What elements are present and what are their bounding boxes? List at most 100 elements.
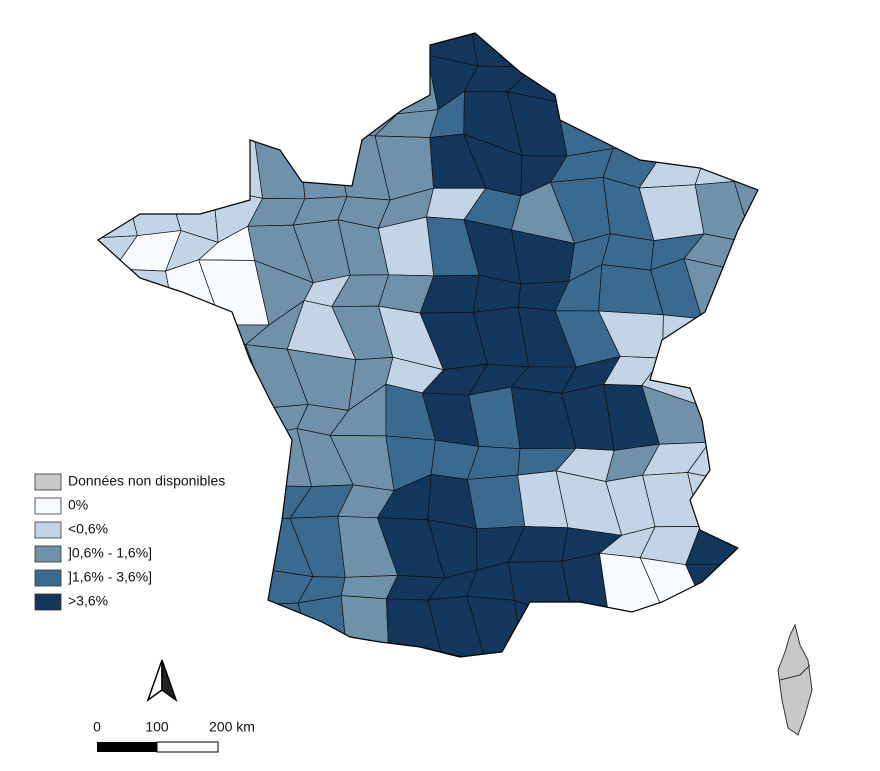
department bbox=[164, 320, 223, 352]
department bbox=[509, 33, 569, 72]
france-outline bbox=[97, 32, 759, 658]
department bbox=[770, 265, 841, 326]
department bbox=[122, 399, 176, 437]
north-arrow-right bbox=[161, 659, 178, 702]
department bbox=[692, 646, 742, 657]
department bbox=[298, 649, 348, 657]
department bbox=[202, 109, 263, 140]
department bbox=[685, 563, 743, 616]
department bbox=[705, 402, 752, 443]
department bbox=[202, 485, 259, 520]
legend-swatch bbox=[34, 497, 62, 515]
department bbox=[160, 510, 218, 578]
scale-label: 200 km bbox=[209, 719, 255, 735]
department bbox=[254, 109, 307, 140]
corsica-border bbox=[779, 664, 811, 681]
north-arrow-left bbox=[146, 659, 163, 702]
department bbox=[597, 639, 660, 657]
department bbox=[164, 132, 214, 189]
department bbox=[692, 608, 743, 651]
department bbox=[725, 348, 758, 404]
corsica bbox=[777, 623, 813, 736]
department bbox=[467, 474, 526, 530]
legend: Données non disponibles 0% <0,6%]0,6% - 1,… bbox=[34, 473, 225, 611]
department bbox=[779, 49, 840, 115]
department bbox=[162, 33, 225, 62]
department bbox=[136, 482, 180, 539]
department bbox=[685, 346, 752, 408]
legend-label: ]1,6% - 3,6%] bbox=[68, 569, 152, 585]
department bbox=[770, 345, 835, 403]
department bbox=[606, 33, 664, 76]
department bbox=[298, 109, 346, 136]
department bbox=[727, 52, 758, 96]
department bbox=[641, 94, 706, 157]
department bbox=[774, 135, 818, 183]
departments bbox=[98, 28, 841, 657]
legend-swatch bbox=[34, 593, 62, 611]
department bbox=[210, 49, 263, 111]
department bbox=[597, 613, 666, 651]
department bbox=[774, 175, 838, 235]
department bbox=[162, 599, 205, 646]
department bbox=[777, 399, 835, 436]
department bbox=[735, 481, 758, 539]
department bbox=[596, 66, 664, 98]
department bbox=[770, 319, 841, 351]
department bbox=[647, 608, 706, 651]
department bbox=[737, 234, 758, 271]
department bbox=[690, 62, 751, 100]
department bbox=[509, 636, 555, 657]
legend-label: Données non disponibles bbox=[68, 473, 225, 489]
department bbox=[733, 152, 758, 184]
department bbox=[738, 614, 758, 648]
department bbox=[113, 268, 176, 328]
legend-swatch bbox=[34, 521, 62, 539]
department bbox=[98, 33, 135, 76]
department bbox=[556, 97, 614, 157]
department bbox=[116, 554, 179, 619]
department bbox=[98, 257, 133, 328]
department bbox=[254, 134, 306, 200]
department bbox=[98, 177, 138, 239]
department bbox=[771, 561, 836, 619]
department bbox=[98, 399, 126, 439]
department bbox=[98, 316, 133, 357]
department bbox=[98, 609, 132, 650]
department bbox=[793, 484, 829, 532]
department bbox=[781, 95, 840, 154]
legend-label: <0,6% bbox=[68, 521, 108, 537]
department bbox=[210, 33, 258, 61]
legend-swatch bbox=[34, 473, 62, 491]
department bbox=[167, 108, 217, 152]
department bbox=[740, 33, 758, 68]
department bbox=[112, 54, 169, 110]
department bbox=[111, 610, 179, 650]
department bbox=[379, 651, 442, 657]
department bbox=[596, 94, 665, 152]
department bbox=[164, 345, 221, 405]
department bbox=[202, 132, 263, 199]
department bbox=[551, 615, 610, 640]
department bbox=[732, 560, 758, 620]
scale-bar: 0 100 200 km bbox=[93, 719, 255, 753]
department bbox=[778, 612, 836, 643]
department bbox=[562, 33, 610, 72]
department bbox=[382, 33, 428, 56]
scale-segment bbox=[156, 741, 219, 753]
legend-label: ]0,6% - 1,6%] bbox=[68, 545, 152, 561]
department bbox=[691, 33, 751, 68]
department bbox=[165, 400, 221, 438]
department bbox=[201, 599, 260, 657]
department bbox=[685, 318, 753, 350]
department bbox=[98, 147, 130, 187]
department bbox=[98, 54, 117, 99]
department bbox=[732, 402, 758, 437]
department bbox=[471, 650, 522, 657]
department bbox=[111, 350, 176, 401]
department bbox=[779, 28, 830, 53]
department bbox=[201, 640, 269, 657]
department bbox=[725, 318, 758, 352]
department bbox=[331, 54, 398, 115]
department bbox=[98, 355, 126, 411]
